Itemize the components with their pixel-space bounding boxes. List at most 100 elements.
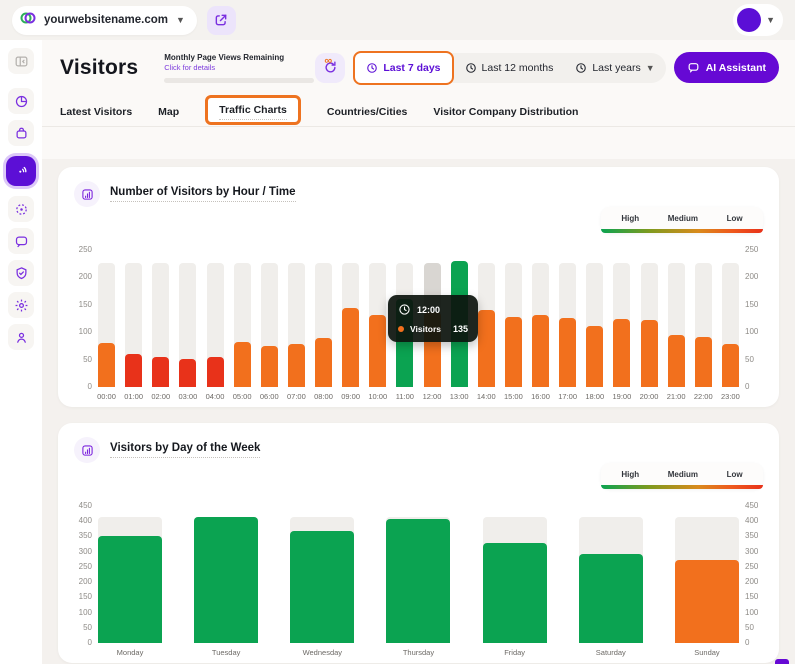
sidebar-item-account[interactable] (8, 324, 34, 350)
page-views-remaining: Monthly Page Views Remaining Click for d… (164, 53, 332, 83)
range-last-years[interactable]: Last years ▼ (564, 53, 665, 83)
x-tick: 01:00 (124, 392, 144, 401)
y-tick: 200 (78, 577, 92, 587)
bar-value (290, 531, 355, 643)
sidebar-item-chat[interactable] (8, 228, 34, 254)
page-views-details-link[interactable]: Click for details (164, 62, 216, 72)
bar-chart-icon (74, 437, 100, 463)
chat-bubble-icon (15, 236, 27, 247)
bar-column[interactable]: 22:00 (694, 249, 713, 401)
x-tick: 06:00 (259, 392, 279, 401)
bar-column[interactable]: Monday (98, 505, 162, 657)
bar-column[interactable]: 05:00 (233, 249, 252, 401)
bar-column[interactable]: 16:00 (531, 249, 550, 401)
bar-column[interactable]: Thursday (386, 505, 451, 657)
bar-column[interactable]: 04:00 (206, 249, 224, 401)
bar-column[interactable]: 06:00 (259, 249, 279, 401)
bar-column[interactable]: Friday (482, 505, 547, 657)
site-favicon-icon (20, 10, 36, 31)
user-icon (16, 332, 26, 343)
bar-column[interactable]: 02:00 (151, 249, 170, 401)
bar-column[interactable]: 07:00 (287, 249, 306, 401)
tab-traffic-charts[interactable]: Traffic Charts (205, 94, 301, 125)
bar-column[interactable]: 21:00 (666, 249, 686, 401)
page-views-progressbar (164, 77, 315, 83)
bar-value (694, 336, 712, 387)
y-tick: 250 (78, 245, 92, 254)
bar-column[interactable]: 15:00 (504, 249, 523, 401)
bar-column[interactable]: 19:00 (612, 249, 632, 401)
sidebar-item-target[interactable] (8, 196, 34, 222)
range-last-7-days[interactable]: Last 7 days (353, 50, 454, 85)
x-tick: 09:00 (341, 392, 361, 401)
y-tick: 300 (78, 546, 92, 556)
x-tick: 21:00 (666, 392, 686, 401)
bar-column[interactable]: 09:00 (341, 249, 361, 401)
pie-chart-icon (15, 95, 27, 107)
bar-column[interactable]: 00:00 (97, 249, 116, 401)
y-axis-right: 450 400 350 300 250 200 150 100 50 0 (739, 501, 765, 647)
site-selector[interactable]: yourwebsitename.com ▼ (12, 5, 197, 35)
bar-value (315, 338, 332, 387)
sidebar-item-collapse[interactable] (8, 48, 34, 74)
x-tick: 14:00 (476, 392, 496, 401)
chevron-down-icon: ▼ (766, 15, 775, 25)
profile-menu[interactable]: ▼ (733, 4, 783, 36)
tab-visitor-company-distribution[interactable]: Visitor Company Distribution (433, 105, 579, 118)
weekday-bars[interactable]: Monday Tuesday Wednesday Thursday Friday Satu… (98, 505, 739, 657)
refresh-button[interactable] (315, 52, 346, 83)
bar-column[interactable]: 18:00 (585, 249, 604, 401)
bar-value (233, 341, 251, 387)
bar-column[interactable]: Wednesday (290, 505, 355, 657)
bar-track (206, 262, 224, 387)
bar-column[interactable]: 10:00 (368, 249, 387, 401)
y-tick: 350 (745, 531, 759, 541)
bar-column[interactable]: 23:00 (721, 249, 740, 401)
bar-column[interactable]: Sunday (674, 505, 739, 657)
bar-column[interactable]: 03:00 (178, 249, 197, 401)
y-tick: 0 (745, 637, 750, 647)
y-tick: 200 (78, 272, 92, 282)
clock-icon (399, 304, 410, 315)
chat-widget-cutoff[interactable] (775, 659, 789, 664)
sidebar (0, 40, 42, 664)
sidebar-item-analytics[interactable] (8, 88, 34, 114)
legend-medium: Medium (667, 214, 698, 223)
sidebar-item-security[interactable] (8, 260, 34, 286)
tab-latest-visitors[interactable]: Latest Visitors (60, 105, 133, 118)
bar-column[interactable]: 01:00 (124, 249, 144, 401)
sidebar-item-settings[interactable] (8, 292, 34, 318)
hourly-bars[interactable]: 00:00 01:00 02:00 03:00 04:00 05:00 06:00 07:00… (97, 249, 740, 401)
site-name: yourwebsitename.com (44, 14, 168, 26)
chevron-down-icon: ▼ (645, 62, 655, 73)
weekday-chart: 450 400 350 300 250 200 150 100 50 0 Monday Tuesda… (58, 501, 779, 663)
bar-column[interactable]: 08:00 (314, 249, 333, 401)
bar-column[interactable]: 17:00 (558, 249, 577, 401)
y-tick: 150 (78, 299, 92, 309)
sidebar-item-traffic-active[interactable] (6, 156, 36, 186)
bar-column[interactable]: 20:00 (639, 249, 659, 401)
tab-map[interactable]: Map (158, 105, 180, 118)
gear-icon (15, 299, 27, 311)
external-link-icon (216, 14, 227, 26)
sidebar-item-orders[interactable] (8, 120, 34, 146)
page-header: Visitors Monthly Page Views Remaining Cl… (42, 40, 795, 85)
open-site-button[interactable] (206, 5, 236, 35)
bar-column[interactable]: Tuesday (194, 505, 259, 657)
tab-countries-cities[interactable]: Countries/Cities (326, 105, 408, 118)
bar-value (559, 318, 577, 387)
x-tick: 19:00 (612, 392, 632, 401)
range-last-12-months[interactable]: Last 12 months (454, 53, 565, 83)
bar-value (206, 356, 224, 387)
topbar: yourwebsitename.com ▼ ▼ (0, 0, 795, 40)
bar-value (386, 518, 451, 643)
bar-column[interactable]: 14:00 (476, 249, 496, 401)
y-tick: 450 (745, 501, 759, 510)
time-range-group: Last 7 days Last 12 months Last years ▼ (353, 50, 666, 85)
y-tick: 150 (745, 299, 759, 309)
x-tick: 20:00 (639, 392, 659, 401)
legend-low: Low (726, 470, 743, 479)
bar-column[interactable]: Saturday (578, 505, 643, 657)
ai-assistant-button[interactable]: AI Assistant (673, 52, 779, 83)
bar-value (667, 335, 685, 387)
